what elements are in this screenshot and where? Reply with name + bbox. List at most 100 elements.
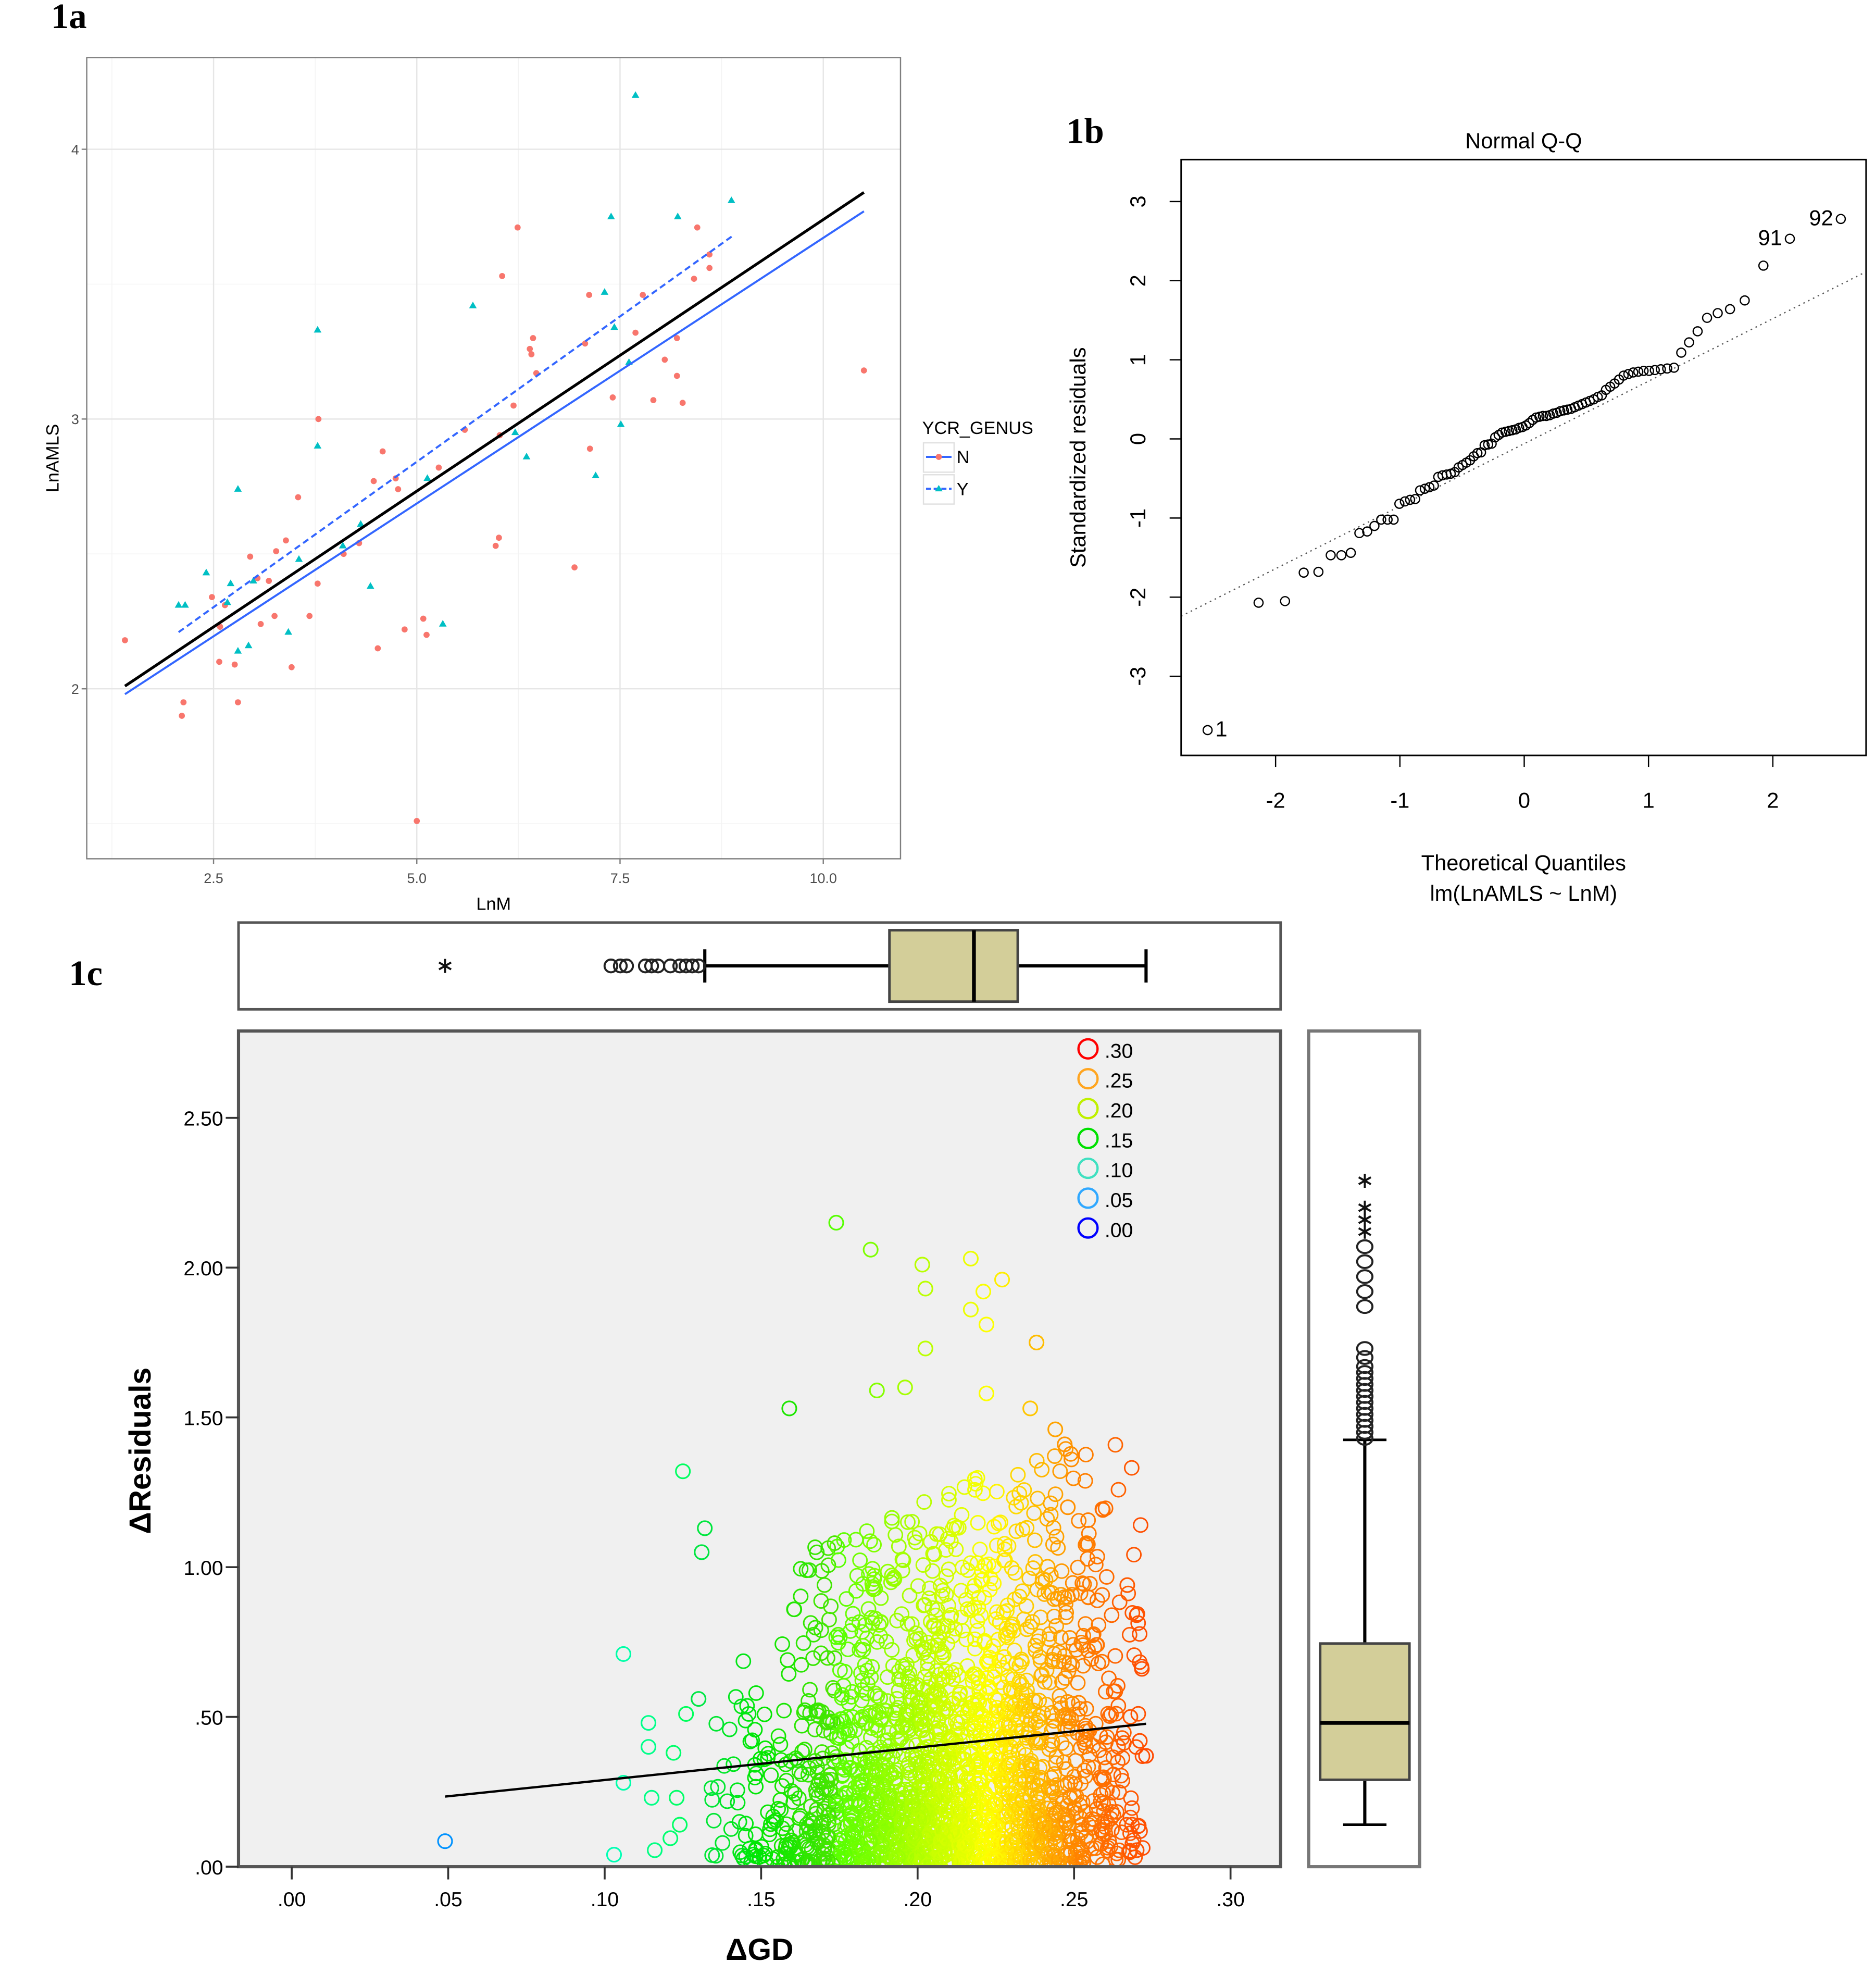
- data-point-N: [234, 699, 241, 705]
- data-point-N: [266, 578, 272, 584]
- legend-label: .30: [1105, 1040, 1133, 1062]
- data-point: [941, 1492, 957, 1508]
- data-point: [1079, 1535, 1095, 1551]
- data-point: [952, 1691, 967, 1707]
- data-point: [787, 1786, 803, 1801]
- data-point: [818, 1833, 834, 1849]
- data-point: [900, 1514, 916, 1530]
- outlier-point: [612, 958, 628, 974]
- data-point: [1108, 1706, 1124, 1722]
- data-point: [852, 1776, 868, 1793]
- data-point: [1058, 1815, 1074, 1831]
- data-point: [922, 1825, 938, 1841]
- data-point: [796, 1742, 813, 1758]
- qq-point: [1313, 566, 1324, 577]
- data-point: [863, 1241, 879, 1258]
- data-point: [955, 1559, 970, 1575]
- data-point-Y: [673, 213, 682, 219]
- data-point: [1046, 1856, 1062, 1867]
- data-point: [953, 1583, 969, 1599]
- data-point: [1097, 1819, 1113, 1835]
- data-point: [890, 1791, 905, 1807]
- data-point: [1071, 1513, 1087, 1529]
- data-point-Y: [174, 601, 183, 608]
- data-point: [820, 1853, 836, 1867]
- data-point: [1094, 1771, 1110, 1787]
- data-point-Y: [511, 428, 519, 436]
- qq-point: [1784, 233, 1795, 244]
- data-point: [865, 1581, 881, 1597]
- outlier-point: [1356, 1341, 1374, 1356]
- data-point: [666, 1745, 682, 1761]
- data-point: [967, 1577, 983, 1594]
- data-point: [741, 1706, 757, 1722]
- data-point: [836, 1762, 853, 1778]
- data-point: [941, 1486, 957, 1501]
- data-point: [973, 1607, 989, 1623]
- data-point-N: [582, 340, 589, 347]
- data-point: [748, 1779, 764, 1795]
- outlier-point: [1356, 1365, 1374, 1380]
- data-point-Y: [607, 213, 615, 219]
- data-point-N: [247, 553, 254, 560]
- data-point: [970, 1600, 986, 1616]
- qq-point: [1419, 483, 1430, 494]
- data-point: [938, 1703, 954, 1719]
- data-point: [1046, 1713, 1062, 1729]
- data-point: [813, 1645, 829, 1661]
- data-point: [943, 1813, 959, 1830]
- data-point: [803, 1798, 819, 1815]
- y-tick-label: .50: [195, 1707, 223, 1729]
- data-point: [891, 1663, 907, 1680]
- data-point: [869, 1794, 885, 1810]
- data-point: [922, 1534, 939, 1550]
- data-point: [1110, 1482, 1127, 1498]
- x-tick-label: .10: [591, 1888, 619, 1911]
- qq-point: [1415, 485, 1426, 496]
- data-point: [985, 1797, 1001, 1813]
- outlier-point: [662, 958, 678, 974]
- data-point: [1032, 1785, 1048, 1801]
- data-point-Y: [727, 196, 735, 203]
- data-point: [780, 1652, 796, 1668]
- y-tick-label: 2.50: [183, 1108, 223, 1130]
- data-point: [739, 1698, 755, 1714]
- fit-line-Y: [178, 234, 734, 633]
- data-point: [1016, 1698, 1032, 1714]
- data-point: [852, 1712, 868, 1729]
- data-point: [899, 1616, 916, 1632]
- data-point: [735, 1653, 752, 1669]
- data-point: [874, 1836, 890, 1852]
- data-point: [845, 1606, 861, 1622]
- panel-1c-scatter: .00 .50 1.00 1.50 2.00 2.50 .00 .05 .10 .15 .20 .25…: [123, 921, 1421, 1967]
- data-point: [946, 1518, 963, 1534]
- data-point: [914, 1782, 930, 1798]
- data-point-Y: [601, 288, 609, 295]
- data-point: [1007, 1565, 1023, 1581]
- legend-label: .10: [1105, 1160, 1133, 1182]
- data-point: [437, 1833, 453, 1849]
- x-axis-label: Theoretical Quantiles: [1421, 850, 1626, 875]
- data-point: [963, 1250, 979, 1267]
- data-point: [1073, 1775, 1089, 1792]
- data-point: [1011, 1824, 1027, 1840]
- data-point-N: [374, 645, 381, 652]
- data-point: [1008, 1498, 1024, 1514]
- data-point: [835, 1760, 851, 1776]
- outlier-point: [684, 958, 700, 974]
- data-point-N: [271, 613, 278, 619]
- data-point: [822, 1781, 838, 1797]
- chart-title: Normal Q-Q: [1465, 128, 1582, 153]
- data-point: [1076, 1627, 1092, 1644]
- data-point: [747, 1722, 763, 1738]
- data-point: [969, 1555, 985, 1571]
- data-point: [715, 1835, 731, 1851]
- data-point: [672, 1817, 688, 1833]
- data-point: [1104, 1821, 1120, 1837]
- legend-marker: [1077, 1217, 1099, 1239]
- data-point: [941, 1669, 956, 1685]
- legend-label: .05: [1105, 1189, 1133, 1212]
- data-point: [1061, 1713, 1077, 1730]
- qq-point: [1472, 448, 1483, 458]
- data-point: [908, 1631, 924, 1647]
